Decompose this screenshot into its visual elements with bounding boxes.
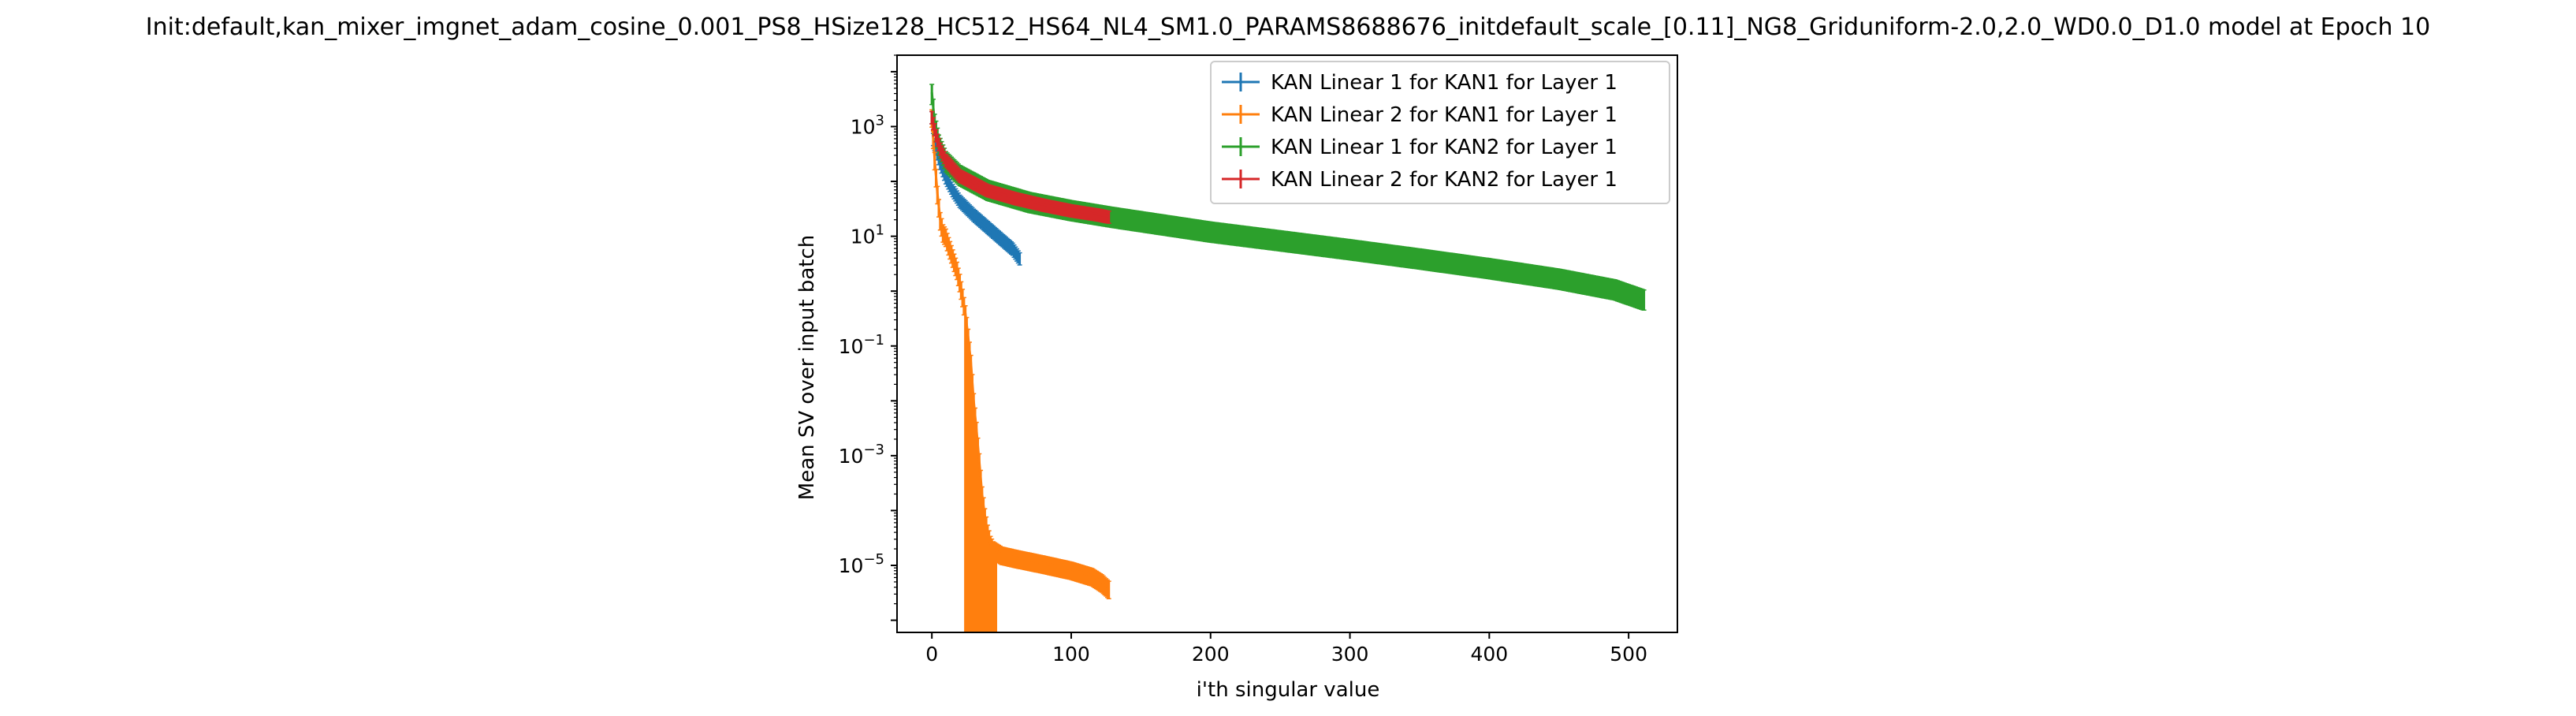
- legend-label: KAN Linear 2 for KAN2 for Layer 1: [1271, 168, 1617, 192]
- legend-item: KAN Linear 2 for KAN1 for Layer 1: [1222, 103, 1617, 127]
- x-tick-label: 400: [1470, 643, 1508, 666]
- y-tick-label: 10−5: [839, 551, 884, 577]
- x-tick-label: 100: [1052, 643, 1090, 666]
- legend-box: [1210, 61, 1670, 204]
- series-4-error-caps: [929, 110, 1111, 224]
- axes-frame: [896, 54, 1678, 633]
- plot-area: 0 100 200 300 400 500 103 101 10−1 10−3 10−5: [839, 54, 1678, 666]
- series-4-line: [930, 116, 1110, 218]
- y-axis-label: Mean SV over input batch: [795, 235, 819, 500]
- series-2: [929, 109, 1111, 632]
- x-tick-label: 300: [1331, 643, 1369, 666]
- legend-item: KAN Linear 1 for KAN2 for Layer 1: [1222, 136, 1617, 159]
- series-layer: [929, 84, 1647, 632]
- legend-item: KAN Linear 2 for KAN2 for Layer 1: [1222, 168, 1617, 192]
- series-1: [929, 110, 1022, 266]
- y-tick-label: 10−1: [839, 332, 884, 358]
- y-tick-label: 103: [851, 113, 884, 139]
- series-2-error-bars: [930, 110, 1111, 632]
- chart-title: Init:default,kan_mixer_imgnet_adam_cosin…: [146, 13, 2430, 41]
- series-2-line: [930, 117, 1110, 590]
- legend: KAN Linear 1 for KAN1 for Layer 1 KAN Lin…: [1210, 61, 1670, 204]
- x-tick-label: 200: [1192, 643, 1230, 666]
- legend-label: KAN Linear 1 for KAN1 for Layer 1: [1271, 71, 1617, 95]
- series-3-error-caps: [929, 84, 1647, 311]
- legend-label: KAN Linear 1 for KAN2 for Layer 1: [1271, 136, 1617, 159]
- series-1-line: [930, 117, 1021, 259]
- legend-item: KAN Linear 1 for KAN1 for Layer 1: [1222, 71, 1617, 95]
- x-tick-label: 0: [925, 643, 938, 666]
- x-axis-label: i'th singular value: [1197, 678, 1380, 702]
- series-4: [929, 110, 1111, 224]
- x-tick-label: 500: [1610, 643, 1647, 666]
- y-tick-label: 101: [851, 222, 884, 248]
- y-tick-label: 10−3: [839, 442, 884, 468]
- legend-label: KAN Linear 2 for KAN1 for Layer 1: [1271, 103, 1617, 127]
